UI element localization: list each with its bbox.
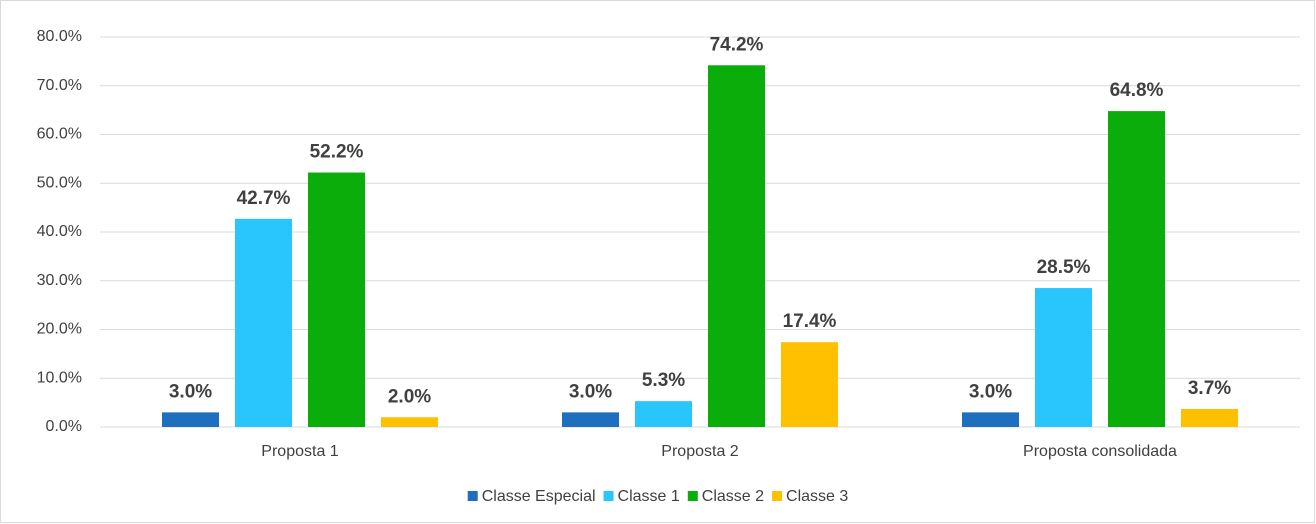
data-label: 5.3% [642,370,685,391]
data-label: 3.7% [1188,378,1231,399]
bar [1108,111,1165,427]
legend-label: Classe Especial [482,488,596,505]
legend-label: Classe 3 [786,488,848,505]
legend-label: Classe 1 [618,488,680,505]
data-label: 3.0% [169,381,212,402]
data-label: 42.7% [237,188,291,209]
bar [235,218,292,427]
y-tick-label: 30.0% [37,272,82,289]
bar [381,417,438,427]
data-label: 17.4% [783,311,837,332]
data-label: 3.0% [969,381,1012,402]
bar [562,412,619,427]
bar [1035,288,1092,427]
y-tick-label: 50.0% [37,174,82,191]
data-label: 52.2% [310,142,364,163]
y-tick-label: 70.0% [37,77,82,94]
legend-swatch [687,491,698,501]
bar [1181,408,1238,427]
legend-swatch [772,491,783,501]
y-tick-label: 10.0% [37,369,82,386]
data-label: 28.5% [1037,257,1091,278]
data-label: 3.0% [569,381,612,402]
data-label: 2.0% [388,386,431,407]
y-tick-label: 80.0% [37,28,82,45]
bar [635,401,692,427]
legend-swatch [467,491,478,501]
y-tick-label: 0.0% [46,418,82,435]
y-tick-label: 20.0% [37,321,82,338]
x-tick-label: Proposta 2 [661,443,738,460]
bar [162,412,219,427]
bar [781,342,838,427]
data-label: 64.8% [1110,80,1164,101]
data-label: 74.2% [710,34,764,55]
x-tick-label: Proposta 1 [261,443,338,460]
legend-swatch [603,491,614,501]
bar [708,65,765,428]
bar [962,412,1019,427]
y-tick-label: 40.0% [37,223,82,240]
y-tick-label: 60.0% [37,126,82,143]
bar [308,172,365,427]
legend-label: Classe 2 [702,488,764,505]
x-tick-label: Proposta consolidada [1023,443,1177,460]
